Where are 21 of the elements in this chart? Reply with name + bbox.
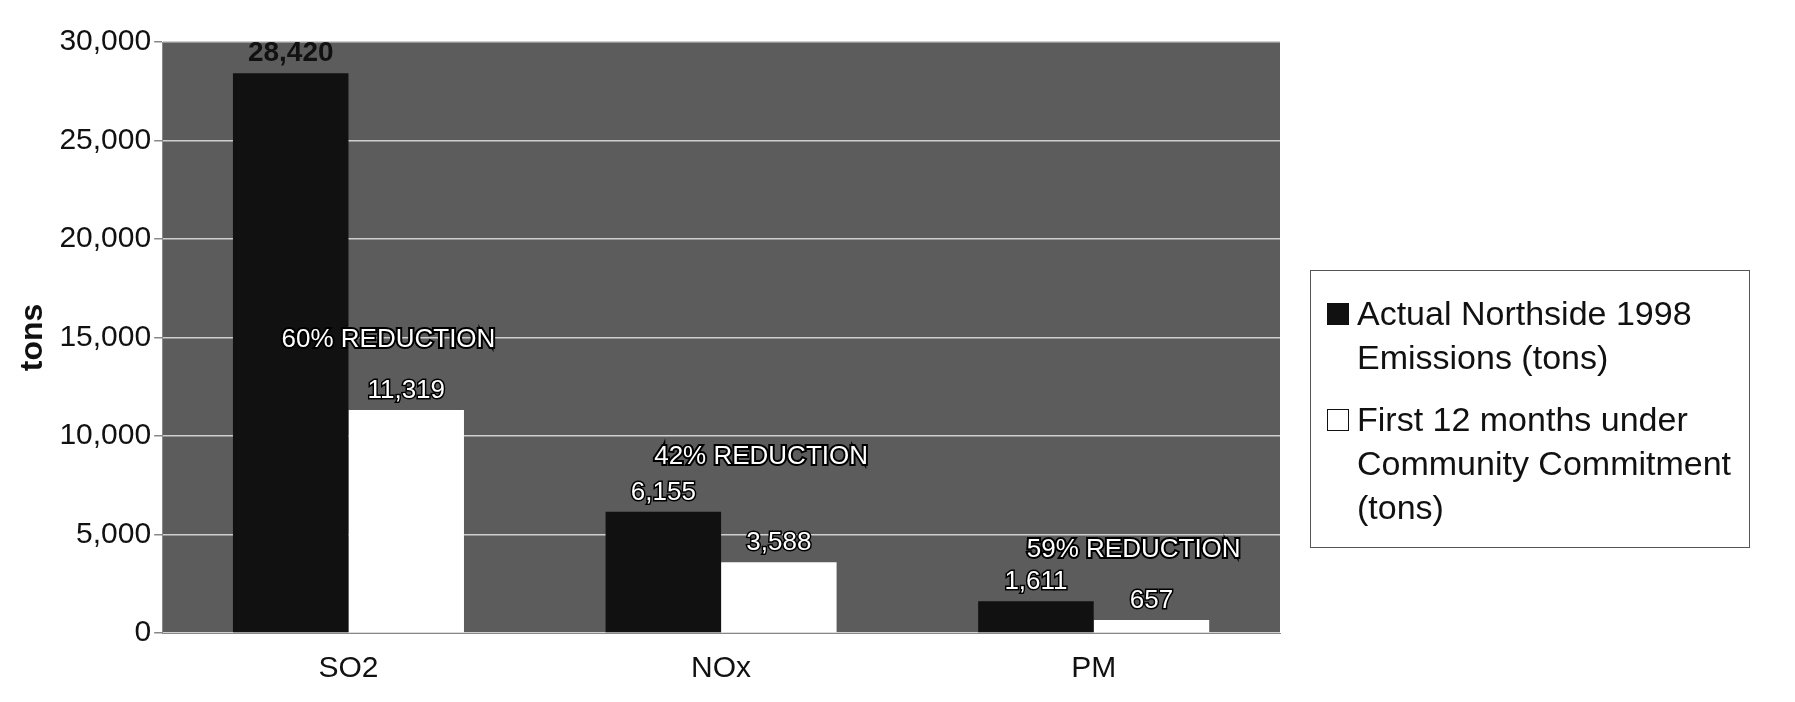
data-label: 657	[1129, 584, 1174, 615]
data-label: 1,611	[1004, 565, 1068, 596]
y-tick-label: 15,000	[59, 318, 152, 352]
y-tick-label: 5,000	[76, 515, 152, 549]
data-label: 6,155	[630, 475, 696, 506]
y-tick-label: 20,000	[59, 220, 152, 254]
y-tick-label: 10,000	[59, 417, 152, 451]
x-tick-label: SO2	[318, 650, 379, 684]
annotation: 42% REDUCTION	[654, 439, 868, 470]
annotation: 59% REDUCTION	[1026, 533, 1241, 564]
legend-label: Actual Northside 1998 Emissions (tons)	[1357, 293, 1693, 378]
legend-label: First 12 months under Community Commitment (tons)	[1357, 399, 1733, 528]
y-tick-label: 0	[134, 614, 152, 648]
y-tick-label: 30,000	[59, 23, 152, 57]
data-label: 3,588	[746, 526, 812, 557]
x-tick-label: PM	[1071, 650, 1117, 684]
data-label: 28,420	[247, 35, 334, 67]
data-label: 11,319	[367, 374, 446, 405]
y-axis-title: tons	[13, 303, 50, 372]
y-tick-label: 25,000	[59, 121, 152, 155]
x-tick-label: NOx	[691, 650, 752, 684]
